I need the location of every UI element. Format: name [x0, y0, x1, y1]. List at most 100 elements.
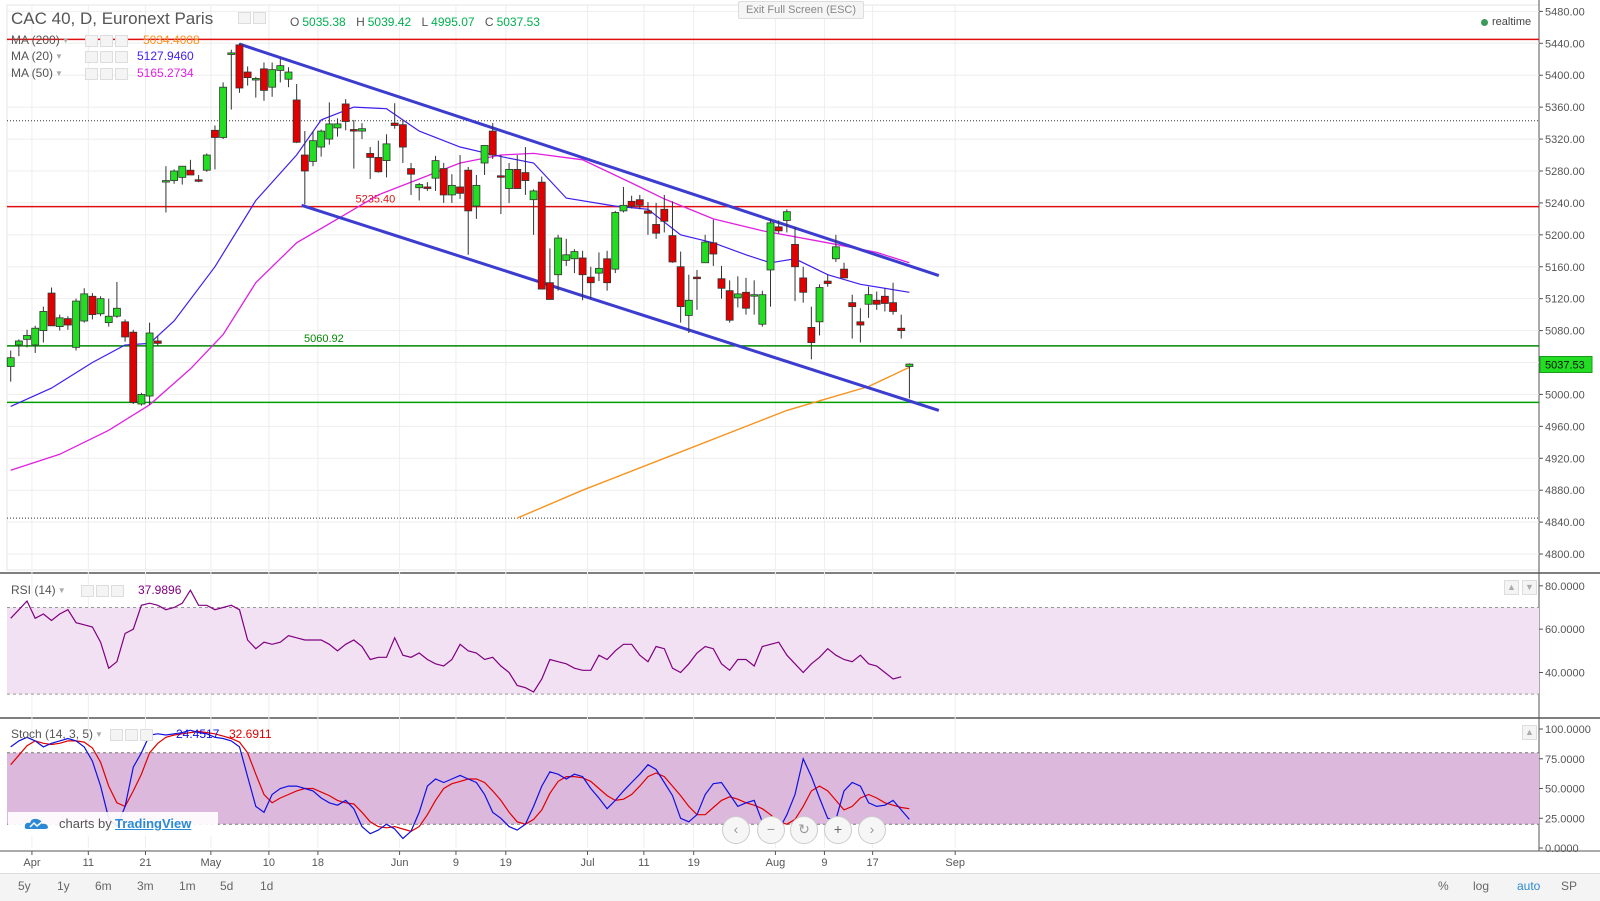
- timeframe-3m[interactable]: 3m: [137, 879, 154, 893]
- ohlc-low-value: 4995.07: [431, 15, 475, 29]
- ohlc-high-value: 5039.42: [367, 15, 412, 29]
- stoch-tick-label: 25.0000: [1545, 813, 1585, 825]
- eye-icon[interactable]: [253, 12, 266, 25]
- timeframe-1d[interactable]: 1d: [260, 879, 274, 893]
- realtime-label: realtime: [1492, 16, 1532, 28]
- branding-link[interactable]: TradingView: [115, 816, 192, 831]
- time-tick-label: 19: [688, 857, 700, 869]
- time-tick-label: Jun: [391, 857, 409, 869]
- scroll-left-icon[interactable]: ‹: [722, 816, 750, 844]
- price-tick-label: 5480.00: [1545, 6, 1585, 18]
- price-tick-label: 4840.00: [1545, 517, 1585, 529]
- chevron-down-icon[interactable]: ▼: [57, 586, 66, 596]
- timeframe-1y[interactable]: 1y: [57, 879, 70, 893]
- exit-fullscreen-button[interactable]: Exit Full Screen (ESC): [738, 1, 864, 19]
- candle-body: [652, 224, 661, 234]
- tradingview-branding[interactable]: charts by TradingView: [8, 812, 218, 836]
- close-icon[interactable]: [114, 34, 128, 47]
- scroll-right-icon[interactable]: ›: [858, 816, 886, 844]
- pane-down-icon[interactable]: ▼: [1522, 580, 1537, 595]
- candle-body: [693, 276, 701, 280]
- eye-icon[interactable]: [100, 50, 114, 63]
- bottom-toolbar: 5y 1y 6m 3m 1m 5d 1d % log auto SP: [0, 873, 1600, 901]
- indicator-ma200[interactable]: MA (200) ▼ 5034.4008: [11, 33, 200, 47]
- timeframe-5y[interactable]: 5y: [18, 879, 31, 893]
- rsi-legend[interactable]: RSI (14) ▼ 37.9896: [11, 583, 181, 597]
- reset-icon[interactable]: ↻: [790, 816, 818, 844]
- candle-body: [823, 280, 832, 284]
- candle-body: [758, 294, 767, 325]
- main-pane: [6, 4, 1540, 571]
- eye-icon[interactable]: [100, 67, 114, 80]
- time-tick-label: Jul: [580, 857, 594, 869]
- percent-toggle[interactable]: %: [1438, 879, 1449, 893]
- price-tick-label: 5360.00: [1545, 102, 1585, 114]
- chevron-down-icon[interactable]: ▼: [61, 36, 70, 46]
- sp-toggle[interactable]: SP: [1561, 879, 1578, 893]
- zoom-in-icon[interactable]: +: [824, 816, 852, 844]
- settings-icon[interactable]: [238, 12, 251, 25]
- candle-body: [586, 276, 595, 284]
- chevron-down-icon[interactable]: ▼: [55, 69, 63, 79]
- candle-body: [39, 311, 48, 331]
- candle-body: [423, 186, 432, 189]
- candle-body: [709, 242, 718, 255]
- price-tick-label: 5160.00: [1545, 262, 1585, 274]
- log-toggle[interactable]: log: [1473, 879, 1490, 893]
- chevron-down-icon[interactable]: ▼: [95, 730, 103, 740]
- pane-up-icon[interactable]: ▲: [1504, 580, 1519, 595]
- timeframe-1m[interactable]: 1m: [179, 879, 196, 893]
- settings-icon[interactable]: [85, 50, 99, 63]
- candle-body: [562, 254, 571, 261]
- candle-body: [407, 168, 415, 175]
- timeframe-5d[interactable]: 5d: [220, 879, 234, 893]
- candle-body: [431, 160, 440, 179]
- candle-body: [358, 128, 366, 132]
- close-icon[interactable]: [115, 50, 129, 63]
- candle-body: [121, 321, 129, 338]
- stoch-legend[interactable]: Stoch (14, 3, 5) ▼ 24.4517 32.6911: [11, 727, 272, 741]
- candle-body: [456, 186, 464, 194]
- candle-body: [537, 181, 546, 290]
- candle-body: [309, 140, 317, 162]
- eye-icon[interactable]: [95, 584, 109, 597]
- stoch-tick-label: 100.0000: [1545, 724, 1591, 736]
- settings-icon[interactable]: [84, 34, 98, 47]
- time-tick-label: 18: [312, 857, 324, 869]
- settings-icon[interactable]: [85, 67, 99, 80]
- eye-icon[interactable]: [99, 34, 113, 47]
- candle-body: [153, 340, 162, 344]
- candle-body: [472, 184, 481, 207]
- candle-body: [72, 300, 80, 348]
- price-tick-label: 5240.00: [1545, 198, 1585, 210]
- timeframe-6m[interactable]: 6m: [95, 879, 112, 893]
- candle-body: [170, 170, 179, 181]
- candle-body: [611, 212, 620, 270]
- candle-body: [570, 251, 579, 260]
- eye-icon[interactable]: [125, 728, 139, 741]
- candle-body: [137, 394, 146, 405]
- indicator-ma20[interactable]: MA (20) ▼ 5127.9460: [11, 49, 194, 63]
- rsi-line: [10, 589, 902, 693]
- auto-toggle[interactable]: auto: [1517, 879, 1541, 893]
- zoom-out-icon[interactable]: −: [757, 816, 785, 844]
- close-icon[interactable]: [110, 584, 124, 597]
- close-icon[interactable]: [140, 728, 154, 741]
- candle-body: [603, 258, 612, 284]
- header-settings-buttons[interactable]: [236, 12, 266, 25]
- pane-up-icon[interactable]: ▲: [1522, 725, 1537, 740]
- price-tick-label: 4800.00: [1545, 549, 1585, 561]
- candle-body: [145, 332, 154, 397]
- candle-body: [276, 65, 285, 71]
- settings-icon[interactable]: [80, 584, 94, 597]
- candle-body: [325, 123, 334, 140]
- settings-icon[interactable]: [110, 728, 124, 741]
- indicator-ma50[interactable]: MA (50) ▼ 5165.2734: [11, 66, 194, 80]
- candle-body: [742, 291, 750, 309]
- chevron-down-icon[interactable]: ▼: [55, 52, 63, 62]
- candle-body: [47, 292, 56, 327]
- close-icon[interactable]: [115, 67, 129, 80]
- candle-body: [80, 293, 89, 322]
- candle-body: [529, 190, 538, 201]
